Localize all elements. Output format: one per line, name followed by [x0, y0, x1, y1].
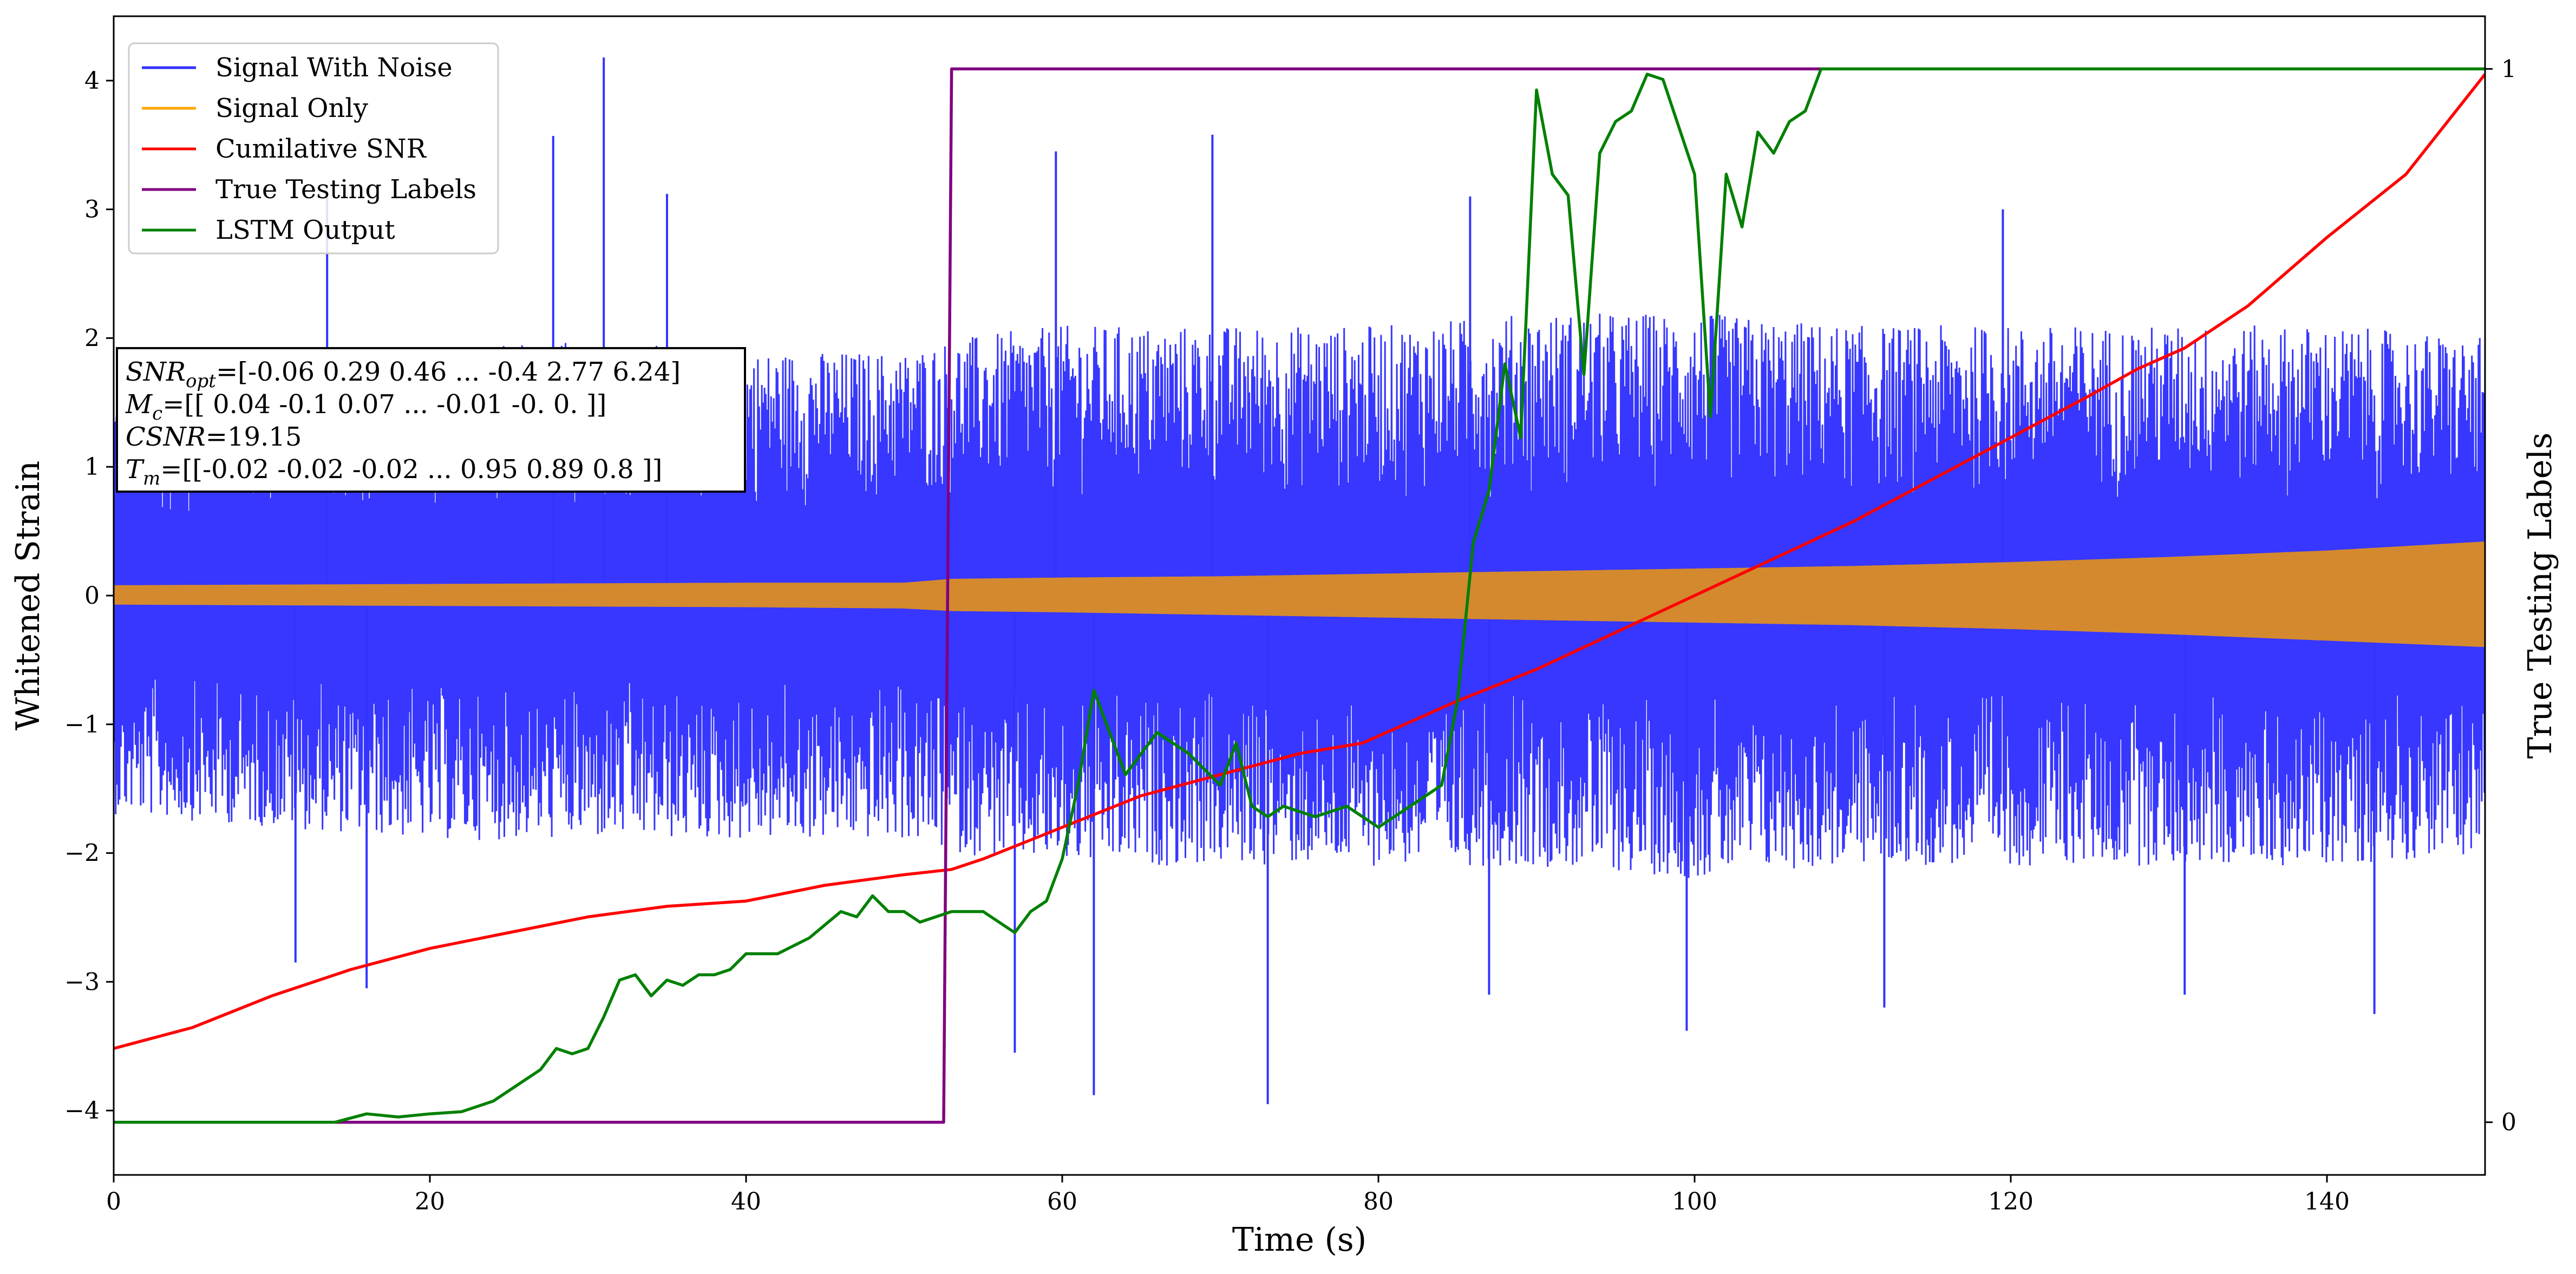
y-tick-label: −1 [64, 711, 100, 739]
x-tick-label: 120 [1988, 1188, 2034, 1216]
legend-label: True Testing Labels [215, 174, 476, 205]
legend-box [128, 42, 499, 254]
x-tick-label: 80 [1363, 1188, 1394, 1216]
annotation-line-3: CSNR=19.15 [126, 422, 302, 452]
y-tick-label: 3 [84, 196, 100, 224]
annotation-line-1: SNRopt=[-0.06 0.29 0.46 ... -0.4 2.77 6.… [126, 357, 681, 392]
legend-label: Signal Only [215, 93, 368, 123]
legend-label: LSTM Output [215, 215, 395, 245]
x-tick-label: 100 [1672, 1188, 1717, 1216]
y-tick-label: 0 [84, 582, 100, 610]
legend: Signal With Noise Signal Only Cumilative S… [128, 42, 499, 254]
y-right-tick-label: 1 [2501, 55, 2516, 83]
plot-area [114, 57, 2485, 1124]
annotation-line-2: Mc=[[ 0.04 -0.1 0.07 ... -0.01 -0. 0. ]] [125, 389, 606, 424]
x-tick-label: 0 [106, 1188, 121, 1216]
series-lstm-output [114, 67, 2485, 1124]
series-true-testing-labels [114, 67, 2485, 1124]
y-axis-label-right: True Testing Labels [2521, 433, 2559, 759]
x-tick-label: 60 [1047, 1188, 1077, 1216]
x-tick-label: 40 [731, 1188, 761, 1216]
y-tick-label: −2 [64, 840, 100, 867]
series-signal-only [114, 541, 2485, 648]
y-tick-label: 2 [84, 324, 100, 352]
y-right-tick-label: 0 [2501, 1109, 2516, 1136]
series-cumilative-snr [114, 73, 2485, 1050]
legend-label: Signal With Noise [215, 53, 453, 83]
y-tick-label: 4 [84, 67, 100, 95]
x-axis-label: Time (s) [1232, 1221, 1367, 1259]
y-axis-label: Whitened Strain [9, 461, 47, 730]
x-tick-label: 20 [415, 1188, 445, 1216]
x-tick-label: 140 [2304, 1188, 2350, 1216]
annotation-line-4: Tm=[[-0.02 -0.02 -0.02 ... 0.95 0.89 0.8… [126, 454, 662, 489]
annotation-box: SNRopt=[-0.06 0.29 0.46 ... -0.4 2.77 6.… [116, 347, 746, 493]
legend-label: Cumilative SNR [215, 134, 427, 164]
y-tick-label: 1 [84, 453, 100, 481]
y-tick-label: −4 [64, 1097, 100, 1125]
y-tick-label: −3 [64, 968, 100, 996]
